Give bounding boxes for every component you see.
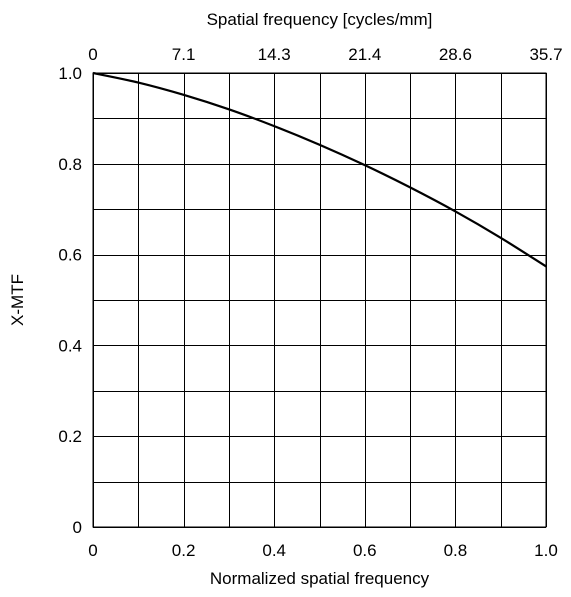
x-tick-label: 1.0 xyxy=(534,541,558,560)
x-mtf-curve xyxy=(92,71,547,268)
y-tick-label: 1.0 xyxy=(58,64,82,83)
y-axis-title: X-MTF xyxy=(8,274,27,326)
top-axis-tick-label: 14.3 xyxy=(258,45,291,64)
y-tick-label: 0 xyxy=(73,518,82,537)
top-axis-tick-label: 35.7 xyxy=(529,45,562,64)
y-tick-label: 0.4 xyxy=(58,336,82,355)
plot-frame xyxy=(92,72,547,528)
top-axis-tick-label: 0 xyxy=(88,45,97,64)
y-tick-label: 0.2 xyxy=(58,427,82,446)
x-tick-label: 0.6 xyxy=(353,541,377,560)
y-tick-label: 0.6 xyxy=(58,246,82,265)
x-axis-title: Normalized spatial frequency xyxy=(210,569,430,588)
x-tick-label: 0.4 xyxy=(262,541,286,560)
grid xyxy=(93,73,547,528)
top-axis-tick-label: 21.4 xyxy=(348,45,381,64)
top-axis-tick-label: 28.6 xyxy=(439,45,472,64)
x-tick-label: 0.8 xyxy=(444,541,468,560)
tick-labels: 0 0.2 0.4 0.6 0.8 1.0 0 7.1 14.3 21.4 28.6 35.7 0 0.2… xyxy=(58,45,562,560)
x-tick-label: 0.2 xyxy=(172,541,196,560)
y-tick-label: 0.8 xyxy=(58,155,82,174)
x-tick-label: 0 xyxy=(88,541,97,560)
top-axis-tick-label: 7.1 xyxy=(172,45,196,64)
top-axis-title: Spatial frequency [cycles/mm] xyxy=(207,10,433,29)
